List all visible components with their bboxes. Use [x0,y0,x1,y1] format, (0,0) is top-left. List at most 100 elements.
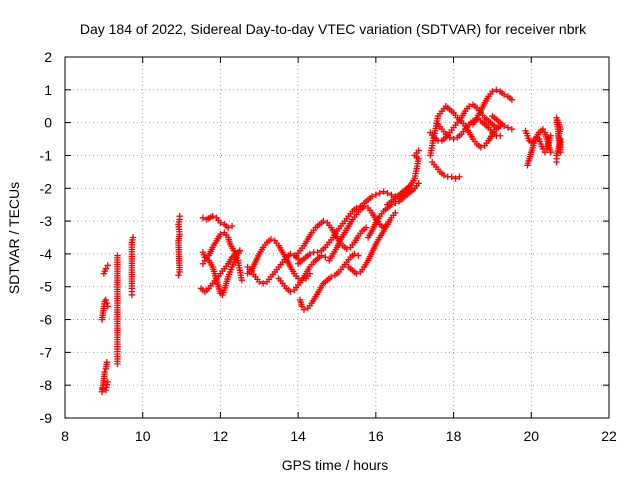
x-tick-label: 8 [61,428,69,444]
plot-frame [64,56,610,419]
data-point [217,219,224,226]
data-point [314,249,321,256]
y-tick-label: -6 [40,312,53,328]
x-axis-label: GPS time / hours [282,457,389,473]
y-axis-label: SDTVAR / TECUs [6,182,22,294]
data-point [380,188,387,195]
data-point [497,132,504,139]
x-tick-label: 20 [523,428,539,444]
x-tick-label: 18 [446,428,462,444]
data-point [228,222,236,230]
data-point [493,86,500,94]
data-point [539,126,547,133]
data-point [287,250,294,258]
data-point [465,103,473,110]
data-point [415,180,422,187]
data-point [129,234,137,241]
x-tick-label: 12 [213,428,229,444]
data-point [477,144,484,151]
data-point [209,212,216,220]
data-point [388,191,395,199]
y-tick-label: -5 [40,279,53,295]
data-point [547,148,554,156]
data-point [448,173,455,180]
y-tick-label: 0 [44,115,52,131]
data-point [372,191,380,199]
chart-title: Day 184 of 2022, Sidereal Day-to-day VTE… [80,21,587,37]
data-point [103,299,111,307]
data-point [176,212,183,220]
data-point [114,252,121,259]
data-point [101,368,108,376]
data-point [267,235,275,243]
data-point [327,273,335,281]
data-point [199,260,207,267]
data-point [353,270,360,277]
data-point [450,135,457,143]
data-point [102,296,109,304]
x-tick-label: 22 [601,428,617,444]
data-point [376,189,383,197]
data-point [102,265,109,272]
data-point [320,217,327,225]
data-point [225,224,232,231]
data-point [392,209,399,217]
y-tick-label: -2 [40,180,53,196]
y-tick-labels: -9 -8 -7 -6 -5 -4 -3 -2 -1 0 1 2 [40,49,53,426]
data-point [456,173,463,180]
data-point [355,252,362,259]
data-point [489,88,496,95]
x-tick-label: 14 [290,428,306,444]
data-point [236,247,244,254]
x-tick-labels: 8 10 12 14 16 18 20 22 [61,428,617,444]
data-point [322,253,329,261]
data-point [508,126,516,133]
y-tick-label: -9 [40,410,53,426]
data-point [199,214,207,222]
data-point [259,280,267,287]
y-tick-label: -3 [40,213,53,229]
y-tick-label: 2 [44,49,52,65]
data-point [541,148,549,156]
data-point [415,147,422,154]
data-point [557,135,564,143]
data-point [500,91,508,98]
y-tick-label: -1 [40,147,53,163]
data-point [547,132,554,139]
data-point [104,378,111,386]
gridlines [65,57,609,418]
data-point [362,224,370,231]
y-tick-label: 1 [44,82,52,98]
data-point [104,303,111,310]
data-point [287,288,294,295]
data-point [384,189,391,197]
y-tick-label: -4 [40,246,53,262]
data-point [104,262,111,269]
data-point [351,250,358,258]
data-point [452,175,459,182]
data-point [300,306,308,313]
data-point [508,96,516,103]
data-point [500,122,508,130]
axis-ticks [64,56,610,419]
data-point [504,124,512,131]
data-point [103,359,111,366]
x-tick-label: 16 [368,428,384,444]
y-tick-label: -7 [40,344,53,360]
x-tick-label: 10 [135,428,151,444]
data-point [175,272,182,279]
data-point [256,278,263,286]
data-point [217,231,224,238]
data-point [298,303,306,310]
data-point [440,171,448,179]
data-point [343,245,350,253]
data-point [306,250,313,258]
data-point [238,276,245,284]
y-tick-label: -8 [40,377,53,393]
data-point [493,124,500,131]
data-points [98,86,564,395]
data-point [368,193,376,200]
data-point [446,134,453,141]
